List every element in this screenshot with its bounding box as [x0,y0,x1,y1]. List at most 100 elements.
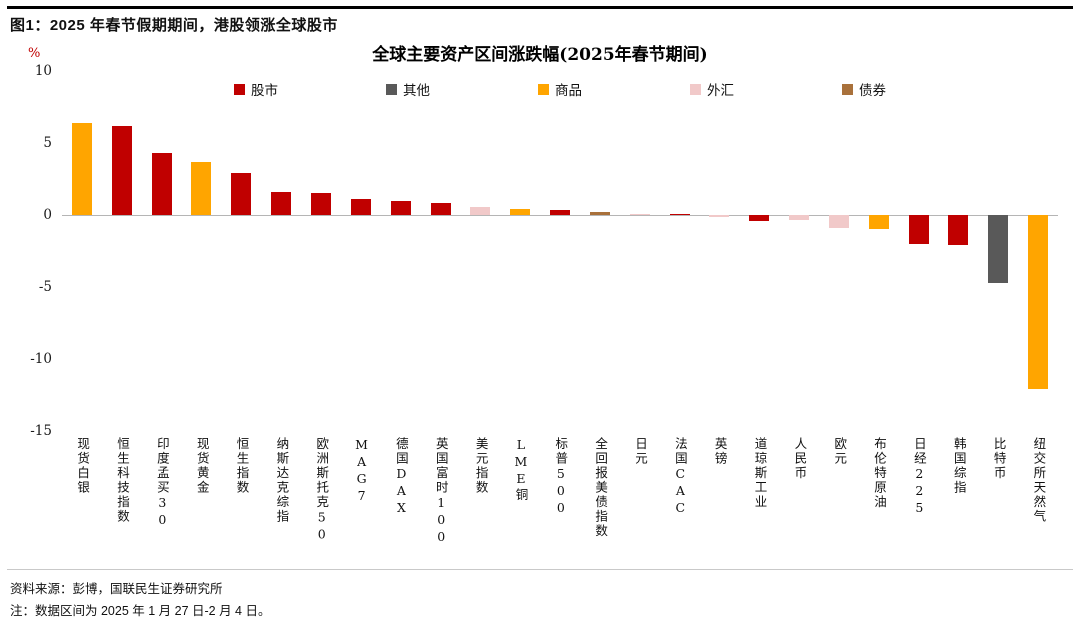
x-axis-label: 比特币 [991,437,1007,481]
bar-column [660,71,700,431]
bar-column [500,71,540,431]
x-axis-label: 德国DAX [393,437,409,517]
bar [749,215,770,221]
x-axis-label: 标普500 [553,437,569,517]
bar [1028,215,1049,390]
bar-column [939,71,979,431]
legend-label: 外汇 [707,83,734,99]
x-axis-label: 法国CAC [672,437,688,517]
zero-axis-line [62,215,1058,216]
x-axis-label: 恒生指数 [234,437,250,495]
bar [868,215,889,230]
x-axis-label: 英国富时100 [433,437,449,546]
legend-swatch [386,83,397,95]
x-label-cell: 纳斯达克综指 [261,437,301,546]
plot-area: 股市 其他 商品 外汇 债券 [62,71,1058,431]
legend-swatch [842,83,853,95]
chart-title: 全球主要资产区间涨跌幅(2025年春节期间) [372,45,708,65]
bar [111,125,132,215]
legend-label: 股市 [251,83,278,99]
x-axis-label: LME铜 [513,437,529,503]
x-labels: 现货白银 恒生科技指数 印度孟买30 现货黄金 恒生指数 纳斯达克综指 欧洲斯托克50 MAG… [62,437,1058,546]
x-axis-label: 英镑 [712,437,728,466]
bar-column [301,71,341,431]
x-label-cell: 恒生指数 [221,437,261,546]
bar [589,212,610,215]
bars [62,71,1058,431]
x-label-cell: 法国CAC [660,437,700,546]
legend: 股市 其他 商品 外汇 债券 [62,79,1058,99]
bar [828,215,849,228]
x-axis-label: 印度孟买30 [154,437,170,529]
bar-column [540,71,580,431]
x-axis-label: 恒生科技指数 [115,437,131,524]
bar [310,193,331,215]
bar [510,208,531,215]
bar-column [978,71,1018,431]
bar-column [819,71,859,431]
x-axis-label: 日元 [632,437,648,466]
legend-item: 其他 [386,79,430,99]
x-label-cell: 布伦特原油 [859,437,899,546]
x-label-cell: 日元 [620,437,660,546]
x-axis-label: 人民币 [792,437,808,481]
bar-column [341,71,381,431]
legend-label: 商品 [555,83,582,99]
legend-swatch [234,83,245,95]
bar [669,213,690,215]
legend-item: 商品 [538,79,582,99]
x-axis-label: 现货白银 [75,437,91,495]
bar-column [580,71,620,431]
bar-column [620,71,660,431]
source-note: 资料来源：彭博，国联民生证券研究所 [10,582,223,596]
x-label-cell: 韩国综指 [939,437,979,546]
bar-column [261,71,301,431]
y-tick-label: 5 [43,135,52,151]
bar-column [142,71,182,431]
bar [71,122,92,215]
bar [191,161,212,215]
x-label-cell: 英镑 [700,437,740,546]
legend-item: 股市 [234,79,278,99]
x-label-cell: 比特币 [978,437,1018,546]
x-label-cell: 欧元 [819,437,859,546]
top-divider [7,6,1073,9]
x-axis-label: 欧洲斯托克50 [314,437,330,544]
x-axis-label: MAG7 [354,437,370,505]
x-label-cell: 日经225 [899,437,939,546]
x-axis-label: 道琼斯工业 [752,437,768,510]
x-axis-label: 韩国综指 [951,437,967,495]
bar [789,215,810,221]
bar [470,207,491,215]
y-axis: 10 5 0 -5 -10 -15 [0,63,52,439]
x-axis-label: 现货黄金 [194,437,210,495]
bar [271,191,292,215]
bar-column [899,71,939,431]
x-axis-label: 纳斯达克综指 [274,437,290,524]
bar [629,213,650,215]
x-label-cell: 欧洲斯托克50 [301,437,341,546]
x-label-cell: 全回报美债指数 [580,437,620,546]
bar-column [460,71,500,431]
bar-column [859,71,899,431]
legend-label: 债券 [859,83,886,99]
legend-label: 其他 [403,83,430,99]
bar-column [221,71,261,431]
legend-item: 债券 [842,79,886,99]
bar [390,200,411,215]
x-axis-label: 纽交所天然气 [1031,437,1047,524]
y-tick-label: 0 [43,207,52,223]
footer-divider [7,569,1073,570]
x-label-cell: 人民币 [779,437,819,546]
bar-column [182,71,222,431]
x-label-cell: 现货黄金 [182,437,222,546]
x-label-cell: 美元指数 [460,437,500,546]
x-axis-label: 日经225 [911,437,927,517]
bar-column [102,71,142,431]
y-axis-unit: % [28,46,41,61]
bar-column [381,71,421,431]
bar-column [62,71,102,431]
y-tick-label: -10 [30,351,52,367]
x-label-cell: 德国DAX [381,437,421,546]
bar [709,215,730,217]
